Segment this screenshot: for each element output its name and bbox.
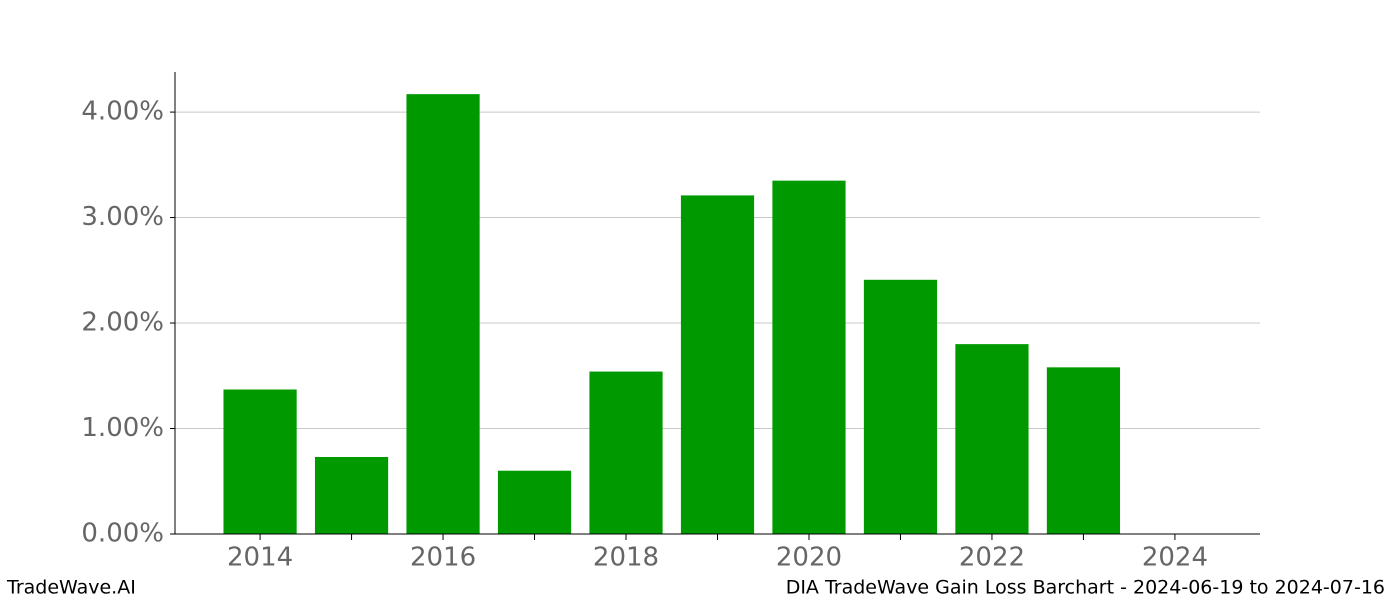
y-tick-label: 2.00% (81, 308, 164, 338)
x-tick-label: 2020 (776, 543, 842, 573)
y-tick-label: 3.00% (81, 202, 164, 232)
bar (955, 344, 1029, 534)
bar (1046, 367, 1121, 534)
bar (223, 389, 297, 534)
bar (772, 180, 846, 534)
y-tick-label: 4.00% (81, 97, 164, 127)
bar (863, 279, 938, 534)
x-tick-label: 2016 (410, 543, 476, 573)
chart-title: DIA TradeWave Gain Loss Barchart - 2024-… (786, 577, 1385, 599)
bar (406, 94, 480, 534)
y-tick-label: 0.00% (81, 519, 164, 549)
x-tick-label: 2022 (959, 543, 1025, 573)
source-label: TradeWave.AI (6, 577, 136, 599)
y-tick-label: 1.00% (81, 413, 164, 443)
x-tick-label: 2014 (227, 543, 293, 573)
bar (680, 195, 755, 535)
bar (589, 371, 663, 534)
x-tick-label: 2018 (593, 543, 659, 573)
bar (314, 457, 389, 534)
bar (497, 470, 572, 534)
x-tick-label: 2024 (1142, 543, 1208, 573)
